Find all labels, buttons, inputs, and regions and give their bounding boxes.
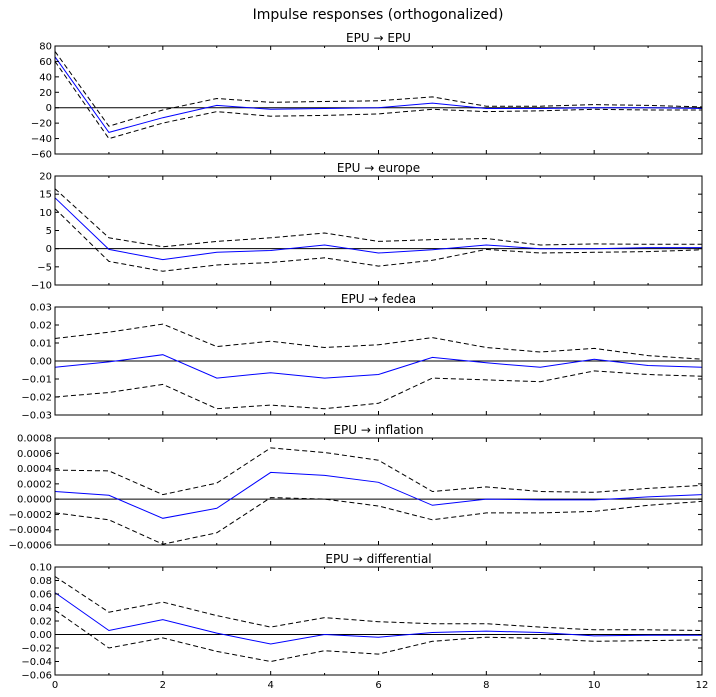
y-tick-label: −0.04 xyxy=(21,657,52,668)
upper-line xyxy=(54,51,703,127)
y-tick-label: 40 xyxy=(39,72,52,83)
y-tick-label: 15 xyxy=(39,190,52,201)
y-tick-label: −20 xyxy=(31,119,52,130)
y-tick-label: −0.03 xyxy=(21,411,52,422)
y-tick-label: −0.02 xyxy=(21,393,52,404)
y-tick-label: 0.0006 xyxy=(17,449,52,460)
y-tick-label: −0.02 xyxy=(21,644,52,655)
panel-title: EPU → EPU xyxy=(346,31,411,45)
x-tick-label: 2 xyxy=(160,680,166,691)
x-tick-label: 12 xyxy=(696,680,709,691)
y-tick-label: 80 xyxy=(39,42,52,53)
panel-title: EPU → differential xyxy=(325,552,431,566)
y-tick-label: 0.02 xyxy=(30,321,52,332)
y-tick-label: 20 xyxy=(39,88,52,99)
y-tick-label: 0 xyxy=(46,103,52,114)
y-tick-label: −0.01 xyxy=(21,375,52,386)
response-line xyxy=(54,56,703,133)
y-tick-label: 0.0000 xyxy=(17,495,52,506)
y-tick-label: 0 xyxy=(46,244,52,255)
y-tick-label: −10 xyxy=(31,281,52,292)
lower-line xyxy=(54,370,703,410)
y-tick-label: 10 xyxy=(39,208,52,219)
axes-frame xyxy=(54,45,703,155)
y-tick-label: −0.0006 xyxy=(9,541,52,552)
y-tick-label: −0.0004 xyxy=(9,525,52,536)
panel-title: EPU → fedea xyxy=(341,292,416,306)
y-tick-label: −40 xyxy=(31,134,52,145)
x-tick-label: 6 xyxy=(375,680,381,691)
panel-epu-to-europe: EPU → europe −10 −5 0 5 10 15 20 xyxy=(31,161,703,292)
panel-epu-to-inflation: EPU → inflation −0.0006 −0.0004 −0.0002 0.00… xyxy=(9,423,703,552)
response-line xyxy=(54,197,702,261)
y-tick-label: 0.03 xyxy=(30,303,52,314)
response-line xyxy=(54,471,703,519)
y-tick-label: 0.0008 xyxy=(17,434,52,445)
panel-epu-to-fedea: EPU → fedea −0.03 −0.02 −0.01 0.00 0.01 0.02 0.… xyxy=(21,292,703,422)
lower-line xyxy=(54,609,703,663)
x-tick-label: 0 xyxy=(52,680,58,691)
response-line xyxy=(54,354,703,379)
y-tick-label: 0.0004 xyxy=(17,464,52,475)
y-tick-label: 0.00 xyxy=(30,630,52,641)
y-tick-label: −0.06 xyxy=(21,671,52,682)
y-tick-label: 60 xyxy=(39,57,52,68)
y-tick-label: 0.02 xyxy=(30,617,52,628)
y-tick-label: 0.04 xyxy=(30,603,52,614)
y-tick-label: 0.0002 xyxy=(17,479,52,490)
y-tick-label: −5 xyxy=(37,262,52,273)
y-tick-label: 0.10 xyxy=(30,563,52,574)
x-tick-label: 10 xyxy=(588,680,601,691)
panel-epu-to-differential: EPU → differential −0.06 −0.04 −0.02 0.00 0.0… xyxy=(21,552,708,691)
lower-line xyxy=(54,61,702,140)
upper-line xyxy=(54,323,703,360)
figure-title: Impulse responses (orthogonalized) xyxy=(253,7,504,23)
y-tick-label: 0.01 xyxy=(30,339,52,350)
axes-frame xyxy=(54,566,703,676)
x-tick-label: 8 xyxy=(483,680,489,691)
y-tick-label: 0.06 xyxy=(30,590,52,601)
upper-line xyxy=(54,188,702,248)
y-tick-label: −0.0002 xyxy=(9,510,52,521)
lower-line xyxy=(54,208,703,272)
y-tick-label: 5 xyxy=(46,226,52,237)
lower-line xyxy=(54,497,703,545)
axes-frame xyxy=(54,175,703,286)
y-tick-label: −60 xyxy=(31,150,52,161)
panel-title: EPU → inflation xyxy=(333,423,423,437)
y-tick-label: 0.08 xyxy=(30,576,52,587)
y-tick-label: 0.00 xyxy=(30,357,52,368)
upper-line xyxy=(54,576,703,631)
y-tick-label: 20 xyxy=(39,172,52,183)
x-tick-label: 4 xyxy=(267,680,273,691)
response-line xyxy=(54,592,702,645)
panel-epu-to-epu: EPU → EPU −60 −40 −20 0 20 40 60 80 xyxy=(31,31,703,161)
upper-line xyxy=(54,447,703,496)
panel-title: EPU → europe xyxy=(337,161,420,175)
